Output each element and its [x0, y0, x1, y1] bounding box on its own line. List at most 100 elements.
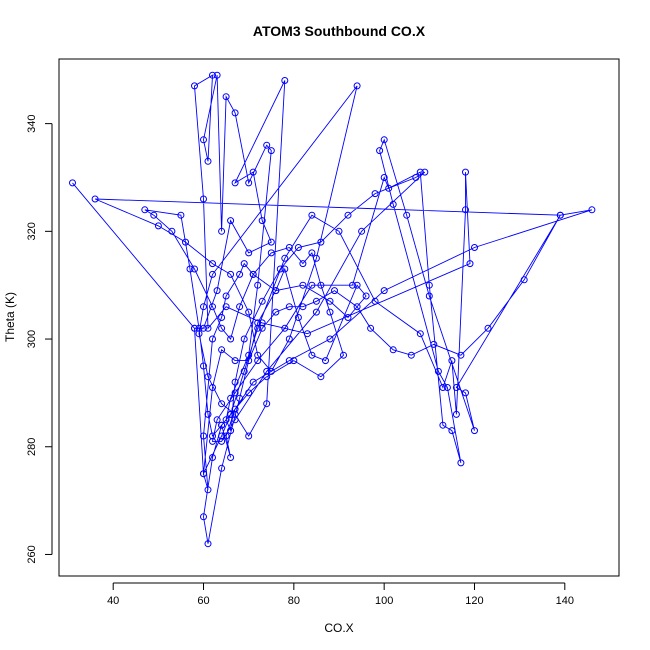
- data-point: [331, 287, 338, 295]
- data-point: [204, 410, 212, 418]
- data-point: [285, 357, 293, 365]
- data-point: [177, 211, 185, 219]
- data-point: [209, 384, 216, 391]
- data-point: [281, 77, 289, 84]
- x-tick-label: 80: [288, 595, 300, 607]
- data-point: [380, 287, 388, 295]
- data-point: [204, 373, 212, 381]
- data-point: [213, 71, 221, 79]
- data-point: [371, 297, 379, 305]
- data-point: [308, 211, 316, 219]
- data-point: [326, 297, 334, 305]
- data-point: [276, 265, 284, 273]
- data-point: [240, 367, 248, 375]
- data-point: [227, 410, 235, 418]
- data-point: [249, 378, 257, 386]
- data-point: [353, 82, 361, 90]
- data-point: [258, 319, 266, 327]
- series-line: [72, 74, 593, 544]
- data-point: [200, 324, 207, 332]
- data-point: [471, 244, 478, 251]
- data-point: [200, 432, 207, 440]
- y-tick-label: 280: [26, 438, 38, 456]
- data-point: [294, 314, 302, 321]
- plot-frame: [58, 58, 620, 577]
- data-point: [204, 324, 212, 332]
- data-point: [227, 454, 235, 461]
- data-point: [380, 174, 388, 181]
- data-point: [308, 281, 316, 289]
- data-point: [326, 308, 334, 316]
- data-point: [430, 340, 438, 348]
- data-point: [231, 109, 239, 117]
- data-point: [317, 238, 325, 246]
- data-point: [263, 367, 271, 375]
- data-point: [204, 157, 212, 165]
- data-point: [281, 254, 289, 262]
- data-point: [209, 303, 216, 311]
- data-point: [218, 421, 226, 429]
- data-point: [209, 335, 216, 343]
- data-point: [245, 357, 253, 365]
- data-point: [588, 206, 596, 214]
- data-point: [452, 384, 460, 391]
- data-point: [200, 303, 207, 311]
- data-point: [285, 335, 293, 343]
- y-axis-label: Theta (K): [3, 292, 17, 342]
- data-point: [556, 211, 564, 219]
- data-point: [462, 206, 469, 214]
- data-point: [367, 324, 375, 332]
- data-point: [209, 432, 216, 440]
- data-point: [209, 437, 216, 445]
- data-point: [186, 265, 194, 273]
- data-point: [218, 324, 226, 332]
- data-point: [231, 405, 239, 413]
- data-point: [344, 211, 352, 219]
- data-point: [466, 260, 474, 268]
- data-point: [434, 367, 442, 375]
- data-point: [141, 206, 149, 214]
- y-tick-label: 340: [26, 114, 38, 132]
- data-point: [222, 416, 230, 424]
- data-point: [245, 351, 253, 359]
- data-point: [218, 346, 226, 354]
- data-point: [263, 373, 271, 381]
- data-point: [290, 357, 298, 365]
- data-point: [213, 287, 221, 295]
- plot-layer: [69, 71, 596, 548]
- data-point: [312, 254, 320, 262]
- data-point: [254, 281, 262, 289]
- data-point: [520, 276, 528, 284]
- data-point: [254, 324, 262, 332]
- data-point: [209, 260, 216, 268]
- data-point: [204, 486, 212, 494]
- data-point: [272, 308, 280, 316]
- data-point: [258, 297, 266, 305]
- data-point: [281, 324, 289, 332]
- data-point: [285, 244, 293, 251]
- data-point: [317, 281, 325, 289]
- data-point: [385, 184, 393, 192]
- data-point: [154, 222, 162, 230]
- data-point: [69, 179, 76, 187]
- data-point: [222, 432, 230, 440]
- data-point: [267, 238, 275, 246]
- data-point: [218, 464, 226, 472]
- data-point: [200, 362, 207, 370]
- data-point: [222, 292, 230, 300]
- data-point: [267, 367, 275, 375]
- data-point: [191, 324, 198, 332]
- data-point: [439, 421, 447, 429]
- data-point: [209, 270, 216, 278]
- data-point: [213, 416, 221, 424]
- x-tick-label: 140: [556, 595, 574, 607]
- data-point: [227, 270, 235, 278]
- data-point: [462, 168, 469, 176]
- data-point: [231, 389, 239, 397]
- data-point: [218, 437, 226, 445]
- data-point: [299, 281, 307, 289]
- y-tick-label: 320: [26, 222, 38, 240]
- data-point: [308, 249, 316, 257]
- data-point: [471, 427, 478, 435]
- data-point: [303, 330, 311, 338]
